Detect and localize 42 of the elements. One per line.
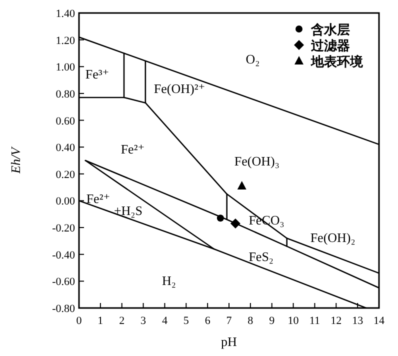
annotation: Fe(OH)₃ <box>234 154 280 168</box>
y-tick-label: -0.80 <box>52 303 76 315</box>
annotation: Fe³⁺ <box>85 66 110 82</box>
x-tick-label: 11 <box>309 315 320 327</box>
x-tick-label: 12 <box>330 315 342 327</box>
x-tick-label: 2 <box>119 315 125 327</box>
y-tick-label: -0.40 <box>52 249 76 262</box>
annotation: Fe²⁺ <box>86 190 110 206</box>
x-tick-label: 9 <box>269 315 276 327</box>
y-tick-label: 0.40 <box>56 142 76 154</box>
y-tick-label: 0.20 <box>56 168 76 181</box>
y-tick-label: 1.20 <box>56 34 76 47</box>
y-axis-title: Eh/V <box>8 145 23 174</box>
x-tick-label: 14 <box>374 315 385 327</box>
x-tick-label: 13 <box>352 315 364 327</box>
annotation: Fe(OH)₂ <box>310 230 356 245</box>
annotation: FeS₂ <box>248 248 274 264</box>
legend-label: 含水层 <box>310 22 350 37</box>
y-tick-label: 1.40 <box>56 8 76 20</box>
y-tick-label: -0.20 <box>52 222 76 235</box>
annotation: Fe(OH)²⁺ <box>154 81 206 96</box>
x-tick-label: 10 <box>288 315 300 327</box>
x-tick-label: 3 <box>140 315 147 327</box>
y-tick-label: 0.80 <box>56 88 76 100</box>
x-axis-title: pH <box>221 334 237 349</box>
x-tick-label: 5 <box>183 315 190 327</box>
x-tick-label: 0 <box>76 315 82 327</box>
legend-label: 地表环境 <box>310 54 364 69</box>
y-tick-label: 0.00 <box>56 196 76 208</box>
x-tick-label: 8 <box>248 315 254 327</box>
annotation: O₂ <box>246 52 260 67</box>
y-tick-label: 0.60 <box>56 115 76 128</box>
annotation: +H₂S <box>114 203 142 218</box>
legend-label: 过滤器 <box>310 38 350 53</box>
annotation: Fe²⁺ <box>120 141 145 156</box>
x-tick-label: 1 <box>98 315 104 327</box>
y-tick-label: 1.00 <box>56 62 76 74</box>
annotation: H₂ <box>162 272 176 288</box>
x-tick-label: 4 <box>162 315 168 327</box>
x-tick-label: 6 <box>204 315 211 327</box>
x-tick-label: 7 <box>226 315 232 327</box>
y-tick-label: -0.60 <box>52 276 76 288</box>
